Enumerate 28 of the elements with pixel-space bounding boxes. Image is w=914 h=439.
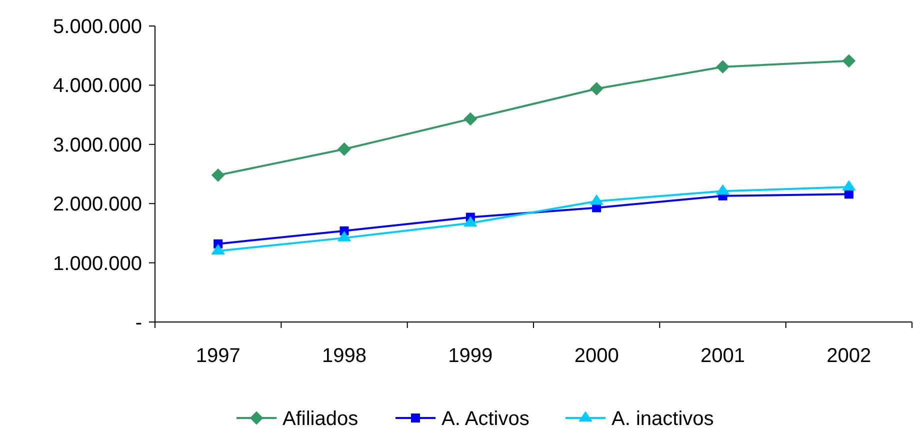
y-tick-label: 2.000.000 [53,194,142,216]
x-tick-label: 2002 [826,345,872,367]
x-tick-label: 1998 [322,345,366,367]
legend-label: Afiliados [282,408,358,430]
point [338,231,351,242]
x-tick-label: 2000 [574,345,619,367]
point [844,190,854,199]
point [212,244,225,254]
point [464,216,477,227]
x-tick-label: 1999 [448,345,493,367]
y-tick-label: 4.000.000 [53,75,142,98]
point [716,184,730,195]
point [464,112,477,126]
y-tick-label: 1.000.000 [53,252,142,275]
y-tick-label: - [135,312,142,334]
point [842,54,856,68]
point [590,82,604,96]
y-tick-label: 3.000.000 [53,134,142,156]
point [212,168,225,182]
legend-label: A. inactivos [612,408,714,430]
point [842,180,856,191]
point [590,194,604,205]
x-tick-label: 1997 [196,345,240,367]
legend-label: A. Activos [442,408,530,430]
x-tick-label: 2001 [700,345,745,367]
point [716,60,730,74]
point [338,142,351,156]
y-tick-label: 5.000.000 [53,16,142,38]
